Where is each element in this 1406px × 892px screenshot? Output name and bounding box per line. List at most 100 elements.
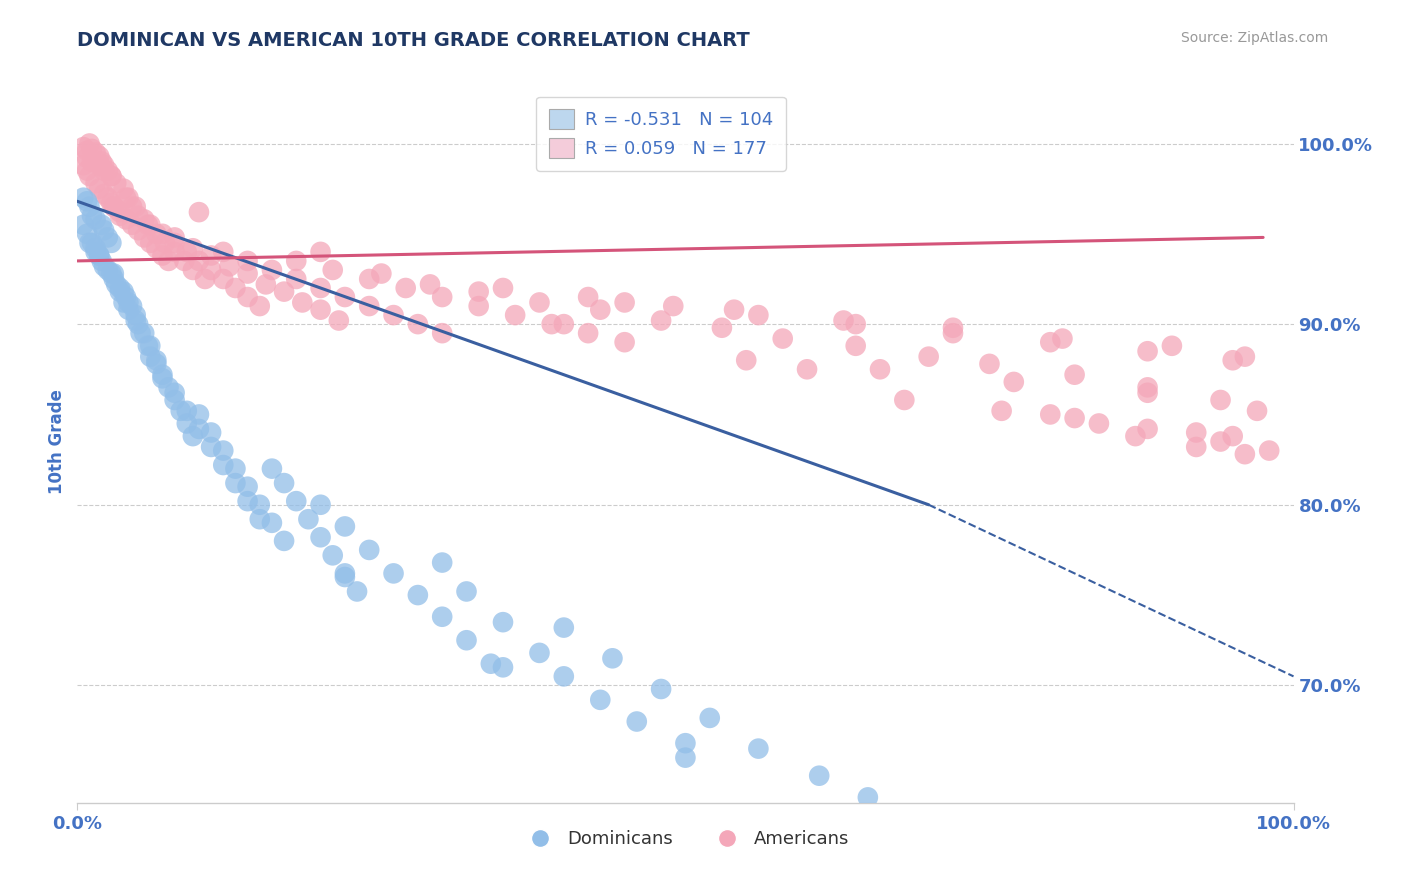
Point <box>163 392 186 407</box>
Point <box>249 512 271 526</box>
Point <box>492 281 515 295</box>
Point <box>100 235 122 250</box>
Point <box>90 218 112 232</box>
Point <box>125 200 148 214</box>
Point <box>115 290 138 304</box>
Point <box>212 244 235 259</box>
Point <box>1246 404 1268 418</box>
Point <box>108 209 131 223</box>
Point <box>125 313 148 327</box>
Point <box>152 371 174 385</box>
Point <box>492 615 515 629</box>
Text: Source: ZipAtlas.com: Source: ZipAtlas.com <box>1181 31 1329 45</box>
Point <box>117 191 139 205</box>
Point <box>163 244 186 259</box>
Point <box>80 209 103 223</box>
Point <box>163 385 186 400</box>
Point <box>1258 443 1281 458</box>
Point <box>249 498 271 512</box>
Point <box>1233 350 1256 364</box>
Point <box>1222 429 1244 443</box>
Point <box>84 145 107 160</box>
Point <box>212 458 235 472</box>
Point <box>297 512 319 526</box>
Point <box>105 277 128 292</box>
Point <box>1209 434 1232 449</box>
Point <box>200 263 222 277</box>
Point <box>1209 392 1232 407</box>
Point <box>359 272 381 286</box>
Point <box>93 163 115 178</box>
Point <box>176 244 198 259</box>
Point <box>576 290 599 304</box>
Point <box>100 169 122 183</box>
Point <box>309 498 332 512</box>
Point <box>127 209 149 223</box>
Point <box>333 519 356 533</box>
Point <box>285 494 308 508</box>
Point <box>1161 339 1184 353</box>
Point <box>139 235 162 250</box>
Point <box>139 350 162 364</box>
Point <box>100 169 122 183</box>
Point <box>72 218 94 232</box>
Point <box>529 646 551 660</box>
Point <box>152 227 174 241</box>
Point <box>97 263 120 277</box>
Point <box>1136 380 1159 394</box>
Point <box>224 461 246 475</box>
Point <box>121 200 143 214</box>
Point <box>291 295 314 310</box>
Point <box>108 205 131 219</box>
Point <box>893 392 915 407</box>
Point <box>72 158 94 172</box>
Point <box>260 263 283 277</box>
Point <box>589 302 612 317</box>
Point <box>918 819 941 833</box>
Point <box>134 212 156 227</box>
Point <box>145 241 167 255</box>
Point <box>589 693 612 707</box>
Point <box>918 350 941 364</box>
Point <box>79 136 101 151</box>
Point <box>285 253 308 268</box>
Point <box>153 235 176 250</box>
Point <box>845 831 868 846</box>
Point <box>121 299 143 313</box>
Point <box>218 260 240 274</box>
Point <box>80 154 103 169</box>
Point <box>430 326 453 340</box>
Point <box>650 313 672 327</box>
Point <box>1002 375 1025 389</box>
Point <box>503 308 526 322</box>
Point <box>117 295 139 310</box>
Point <box>80 235 103 250</box>
Point <box>662 299 685 313</box>
Point <box>576 326 599 340</box>
Point <box>430 556 453 570</box>
Point <box>100 267 122 281</box>
Point <box>309 244 332 259</box>
Point <box>139 339 162 353</box>
Point <box>856 790 879 805</box>
Point <box>260 461 283 475</box>
Point <box>675 736 697 750</box>
Point <box>136 339 159 353</box>
Point <box>76 144 98 158</box>
Point <box>89 158 111 172</box>
Point <box>84 241 107 255</box>
Point <box>89 181 111 195</box>
Point <box>273 533 295 548</box>
Point <box>181 429 204 443</box>
Point <box>309 302 332 317</box>
Point <box>188 253 211 268</box>
Point <box>76 151 98 165</box>
Point <box>309 281 332 295</box>
Point <box>772 332 794 346</box>
Point <box>97 230 120 244</box>
Point <box>710 320 733 334</box>
Point <box>89 248 111 262</box>
Point <box>613 295 636 310</box>
Point <box>84 244 107 259</box>
Point <box>157 253 180 268</box>
